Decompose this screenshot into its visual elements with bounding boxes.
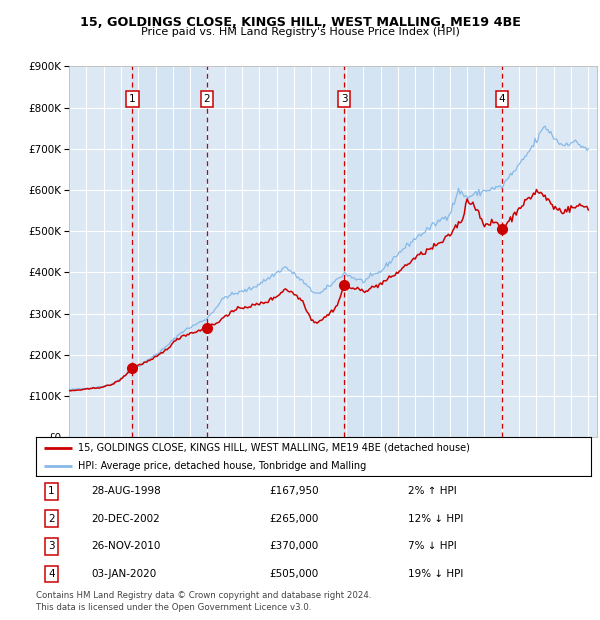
Text: 2% ↑ HPI: 2% ↑ HPI <box>408 486 457 496</box>
Text: £265,000: £265,000 <box>269 514 319 524</box>
Text: 12% ↓ HPI: 12% ↓ HPI <box>408 514 463 524</box>
Text: 2: 2 <box>203 94 210 104</box>
Text: 15, GOLDINGS CLOSE, KINGS HILL, WEST MALLING, ME19 4BE (detached house): 15, GOLDINGS CLOSE, KINGS HILL, WEST MAL… <box>77 443 470 453</box>
Text: HPI: Average price, detached house, Tonbridge and Malling: HPI: Average price, detached house, Tonb… <box>77 461 366 471</box>
Text: £370,000: £370,000 <box>269 541 319 551</box>
Text: 28-AUG-1998: 28-AUG-1998 <box>92 486 161 496</box>
Text: 20-DEC-2002: 20-DEC-2002 <box>92 514 160 524</box>
Text: £167,950: £167,950 <box>269 486 319 496</box>
Text: 1: 1 <box>48 486 55 496</box>
Text: Price paid vs. HM Land Registry's House Price Index (HPI): Price paid vs. HM Land Registry's House … <box>140 27 460 37</box>
Text: 3: 3 <box>341 94 347 104</box>
Text: 4: 4 <box>499 94 505 104</box>
Text: 03-JAN-2020: 03-JAN-2020 <box>92 569 157 579</box>
Text: Contains HM Land Registry data © Crown copyright and database right 2024.: Contains HM Land Registry data © Crown c… <box>36 591 371 601</box>
Text: 1: 1 <box>129 94 136 104</box>
Text: 7% ↓ HPI: 7% ↓ HPI <box>408 541 457 551</box>
Text: 3: 3 <box>48 541 55 551</box>
Text: 19% ↓ HPI: 19% ↓ HPI <box>408 569 463 579</box>
Text: 15, GOLDINGS CLOSE, KINGS HILL, WEST MALLING, ME19 4BE: 15, GOLDINGS CLOSE, KINGS HILL, WEST MAL… <box>80 16 520 29</box>
Text: This data is licensed under the Open Government Licence v3.0.: This data is licensed under the Open Gov… <box>36 603 311 612</box>
Text: 4: 4 <box>48 569 55 579</box>
Text: £505,000: £505,000 <box>269 569 319 579</box>
Bar <box>133 66 207 437</box>
Bar <box>344 66 502 437</box>
Text: 26-NOV-2010: 26-NOV-2010 <box>92 541 161 551</box>
Text: 2: 2 <box>48 514 55 524</box>
